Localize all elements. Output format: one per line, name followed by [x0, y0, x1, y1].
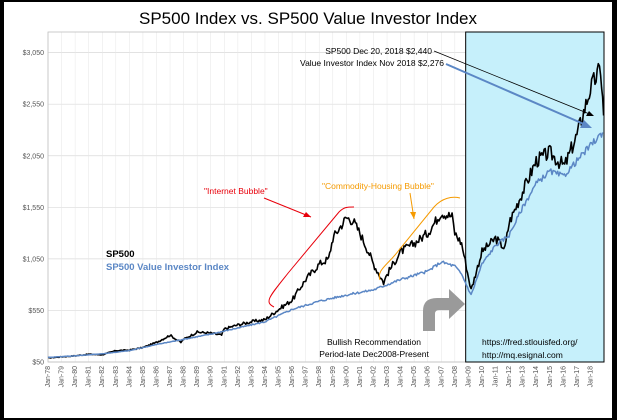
sp500-callout-label: SP500 Dec 20, 2018 $2,440: [325, 46, 432, 56]
x-tick-label: Jan-15: [547, 366, 554, 388]
source-esignal: http://mq.esignal.com: [482, 350, 563, 360]
x-tick-label: Jan-83: [113, 366, 120, 388]
legend: SP500 SP500 Value Investor Index: [106, 249, 230, 273]
chart-title: SP500 Index vs. SP500 Value Investor Ind…: [139, 9, 478, 28]
x-tick-label: Jan-96: [289, 366, 296, 388]
x-tick-label: Jan-98: [316, 366, 323, 388]
chart-svg: SP500 Index vs. SP500 Value Investor Ind…: [23, 9, 605, 388]
y-tick-label: $550: [28, 308, 44, 315]
bullish-line2: Period-late Dec2008-Present: [319, 349, 429, 359]
x-tick-label: Jan-01: [357, 366, 364, 388]
commodity-bubble-annotation: "Commodity-Housing Bubble": [322, 181, 461, 281]
bullish-annotation: Bullish Recommendation Period-late Dec20…: [319, 289, 465, 359]
value-callout-label: Value Investor Index Nov 2018 $2,276: [300, 58, 444, 68]
x-tick-label: Jan-05: [411, 366, 418, 388]
x-tick-label: Jan-94: [262, 366, 269, 388]
value-callout-arrow: [445, 63, 587, 126]
x-tick-label: Jan-99: [330, 366, 337, 388]
x-tick-label: Jan-16: [560, 366, 567, 388]
value-callout-arrowhead: [580, 120, 592, 128]
internet-bubble-annotation: "Internet Bubble": [204, 186, 355, 308]
x-tick-label: Jan-11: [493, 366, 500, 387]
legend-value-index: SP500 Value Investor Index: [106, 262, 230, 273]
x-tick-label: Jan-97: [303, 366, 310, 388]
latest-values-annotation: SP500 Dec 20, 2018 $2,440 Value Investor…: [300, 46, 594, 128]
x-tick-label: Jan-00: [343, 366, 350, 388]
x-tick-label: Jan-14: [533, 366, 540, 388]
x-tick-label: Jan-09: [465, 366, 472, 388]
x-tick-label: Jan-18: [587, 366, 594, 388]
source-fred: https://fred.stlouisfed.org/: [482, 337, 578, 347]
x-tick-label: Jan-87: [167, 366, 174, 388]
bullish-arrow-icon: [423, 289, 465, 331]
x-tick-label: Jan-93: [248, 366, 255, 388]
y-tick-label: $1,050: [23, 256, 45, 263]
x-tick-label: Jan-10: [479, 366, 486, 388]
x-tick-label: Jan-12: [506, 366, 513, 388]
sp500-callout-arrowhead: [586, 111, 594, 116]
bullish-line1: Bullish Recommendation: [327, 337, 421, 347]
internet-bubble-arrowhead: [303, 212, 311, 217]
internet-bubble-brace: [268, 206, 355, 308]
x-tick-label: Jan-92: [235, 366, 242, 388]
x-tick-labels: Jan-78 Jan-79 Jan-80 Jan-81 Jan-82 Jan-83 Jan-…: [45, 366, 594, 388]
commodity-bubble-brace: [378, 196, 461, 281]
x-tick-label: Jan-06: [425, 366, 432, 388]
x-tick-label: Jan-80: [72, 366, 79, 388]
y-tick-label: $2,050: [23, 153, 45, 160]
x-tick-label: Jan-03: [384, 366, 391, 388]
x-tick-label: Jan-81: [86, 366, 93, 388]
legend-sp500: SP500: [106, 249, 135, 260]
x-tick-label: Jan-85: [140, 366, 147, 388]
x-tick-label: Jan-95: [276, 366, 283, 388]
x-tick-label: Jan-13: [520, 366, 527, 388]
internet-bubble-label: "Internet Bubble": [204, 186, 268, 196]
x-tick-label: Jan-08: [452, 366, 459, 388]
commodity-bubble-label: "Commodity-Housing Bubble": [322, 181, 434, 191]
source-notes: https://fred.stlouisfed.org/ http://mq.e…: [482, 337, 578, 360]
y-tick-label: $2,550: [23, 102, 45, 109]
series-line-value-index: [47, 132, 604, 359]
x-tick-label: Jan-91: [221, 366, 228, 388]
x-tick-label: Jan-17: [574, 366, 581, 388]
y-tick-label: $1,550: [23, 205, 45, 212]
highlight-region-layer: [465, 31, 605, 363]
internet-bubble-arrow: [263, 197, 312, 218]
x-tick-label: Jan-78: [45, 366, 52, 388]
commodity-bubble-arrowhead: [410, 212, 416, 219]
x-tick-label: Jan-79: [59, 366, 66, 388]
x-tick-label: Jan-07: [438, 366, 445, 388]
y-tick-label: $3,050: [23, 50, 45, 57]
sp500-callout-arrow: [433, 50, 593, 116]
x-tick-label: Jan-04: [398, 366, 405, 388]
chart-frame: SP500 Index vs. SP500 Value Investor Ind…: [4, 2, 612, 418]
x-tick-label: Jan-82: [99, 366, 106, 388]
x-tick-label: Jan-89: [194, 366, 201, 388]
y-tick-labels: $50 $550 $1,050 $1,550 $2,050 $2,550 $3,050: [23, 50, 45, 366]
x-tick-label: Jan-86: [153, 366, 160, 388]
x-tick-label: Jan-88: [181, 366, 188, 388]
bullish-period-region: [465, 31, 605, 363]
x-tick-label: Jan-02: [370, 366, 377, 388]
x-tick-label: Jan-84: [126, 366, 133, 388]
series-layer: [47, 62, 605, 359]
x-tick-label: Jan-90: [208, 366, 215, 388]
y-tick-label: $50: [32, 360, 44, 367]
